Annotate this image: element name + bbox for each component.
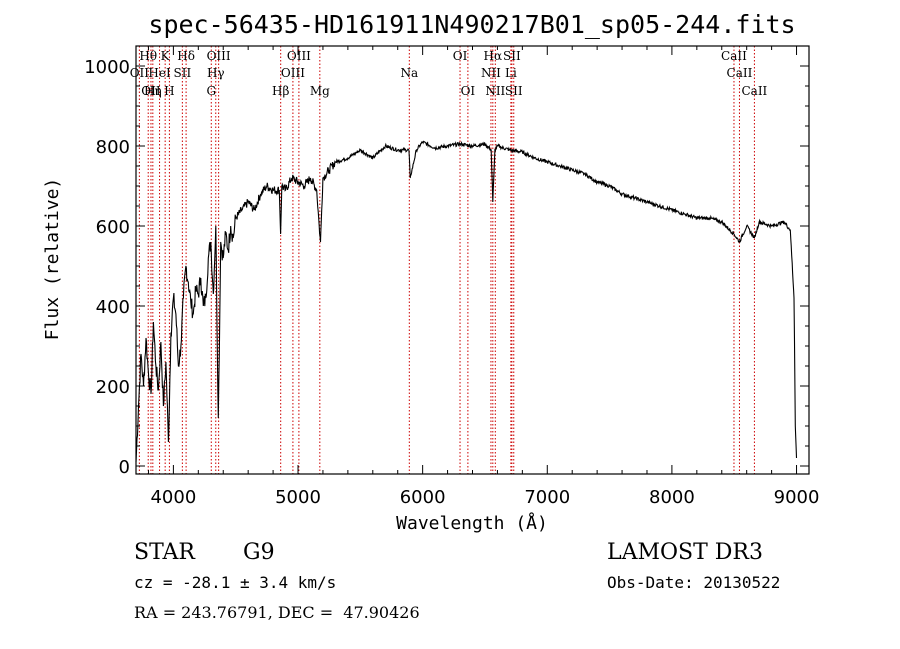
line-label-11: OIII — [207, 49, 231, 63]
line-label-24: SII — [505, 84, 523, 98]
line-label-17: OI — [453, 49, 468, 63]
line-label-12: Hβ — [272, 84, 289, 98]
line-label-27: CaII — [741, 84, 767, 98]
coordinates: RA = 243.76791, DEC = 47.90426 — [134, 603, 420, 622]
line-label-3: Hη — [144, 84, 162, 98]
line-label-2: OII — [141, 84, 161, 98]
spectrum-line — [135, 140, 798, 463]
line-label-14: OIII — [287, 49, 311, 63]
x-tick-label: 7000 — [524, 487, 570, 508]
y-axis-ticks: 0 200 400 600 800 1000 — [84, 57, 809, 478]
spectral-line-labels: OIIHθOIIHηHeIKHSIIHδGHγOIIIHβOIIIOIIIMgN… — [130, 49, 768, 98]
line-label-19: NII — [481, 66, 501, 80]
line-label-7: SII — [174, 66, 192, 80]
y-tick-label: 1000 — [84, 57, 130, 78]
x-tick-label: 6000 — [400, 487, 446, 508]
line-label-8: Hδ — [177, 49, 195, 63]
redshift-readout: cz = -28.1 ± 3.4 km/s — [134, 573, 337, 592]
x-tick-label: 9000 — [774, 487, 820, 508]
x-axis-ticks: 4000 5000 6000 7000 8000 9000 — [147, 46, 820, 508]
spectral-line-markers — [138, 46, 755, 474]
line-label-26: CaII — [727, 66, 753, 80]
line-label-21: NII — [485, 84, 505, 98]
x-axis-label: Wavelength (Å) — [396, 512, 548, 534]
object-subclass: G9 — [243, 540, 275, 565]
line-label-22: Li — [505, 66, 517, 80]
y-tick-label: 0 — [119, 457, 130, 478]
line-label-18: OI — [461, 84, 476, 98]
y-tick-label: 400 — [96, 297, 130, 318]
line-label-10: Hγ — [207, 66, 225, 80]
y-tick-label: 800 — [96, 137, 130, 158]
obs-date: Obs-Date: 20130522 — [607, 573, 781, 592]
y-tick-label: 600 — [96, 217, 130, 238]
y-axis-label: Flux (relative) — [42, 178, 63, 341]
plot-frame — [135, 45, 810, 475]
line-label-13: OIII — [281, 66, 305, 80]
object-class: STAR — [134, 540, 195, 565]
line-label-9: G — [206, 84, 216, 98]
line-label-15: Mg — [310, 84, 330, 98]
x-tick-label: 4000 — [150, 487, 196, 508]
x-tick-label: 8000 — [649, 487, 695, 508]
line-label-25: CaII — [721, 49, 747, 63]
line-label-4: HeI — [148, 66, 171, 80]
survey-name: LAMOST DR3 — [607, 540, 763, 565]
y-tick-label: 200 — [96, 377, 130, 398]
line-label-16: Na — [400, 66, 418, 80]
line-label-6: H — [164, 84, 174, 98]
line-label-5: K — [161, 49, 171, 63]
line-label-23: SII — [503, 49, 521, 63]
line-label-20: Hα — [484, 49, 503, 63]
line-label-1: Hθ — [139, 49, 157, 63]
line-label-0: OII — [130, 66, 150, 80]
x-tick-label: 5000 — [275, 487, 321, 508]
chart-title: spec-56435-HD161911N490217B01_sp05-244.f… — [148, 10, 795, 39]
